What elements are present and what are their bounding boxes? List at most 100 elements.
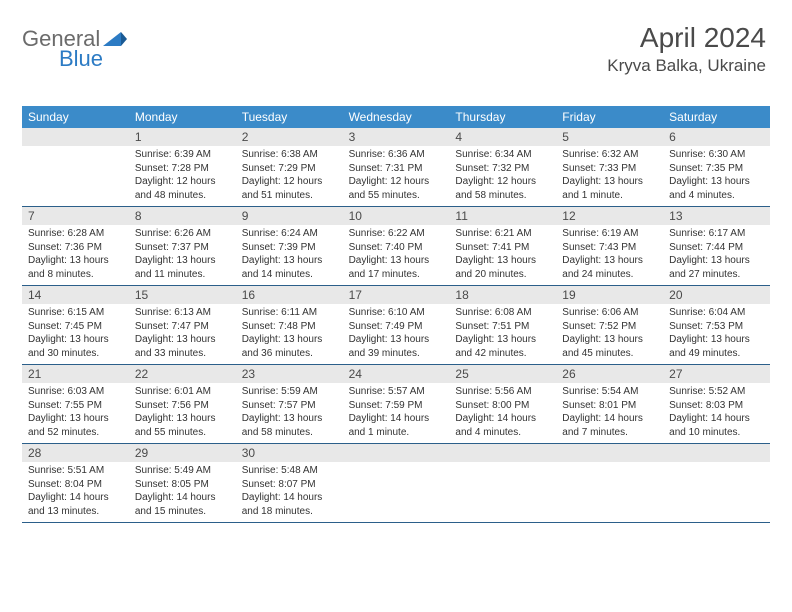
day-number: 19 — [556, 286, 663, 304]
day-info-line: Daylight: 13 hours — [349, 254, 444, 268]
day-content: Sunrise: 5:57 AMSunset: 7:59 PMDaylight:… — [343, 383, 450, 443]
day-info-line: Daylight: 12 hours — [455, 175, 550, 189]
day-header-cell: Friday — [556, 106, 663, 128]
day-number: 3 — [343, 128, 450, 146]
day-info-line: Sunset: 8:01 PM — [562, 399, 657, 413]
day-info-line: Sunset: 8:07 PM — [242, 478, 337, 492]
calendar-cell: 3Sunrise: 6:36 AMSunset: 7:31 PMDaylight… — [343, 128, 450, 206]
day-number: 1 — [129, 128, 236, 146]
day-number — [343, 444, 450, 462]
day-content: Sunrise: 5:59 AMSunset: 7:57 PMDaylight:… — [236, 383, 343, 443]
header: April 2024 Kryva Balka, Ukraine — [607, 22, 766, 76]
calendar-cell: 20Sunrise: 6:04 AMSunset: 7:53 PMDayligh… — [663, 286, 770, 364]
day-info-line: Daylight: 13 hours — [242, 412, 337, 426]
calendar-cell: 19Sunrise: 6:06 AMSunset: 7:52 PMDayligh… — [556, 286, 663, 364]
week-row: 21Sunrise: 6:03 AMSunset: 7:55 PMDayligh… — [22, 365, 770, 444]
day-info-line: Daylight: 13 hours — [669, 254, 764, 268]
day-number: 17 — [343, 286, 450, 304]
day-info-line: Sunrise: 6:24 AM — [242, 227, 337, 241]
calendar-cell: 15Sunrise: 6:13 AMSunset: 7:47 PMDayligh… — [129, 286, 236, 364]
day-info-line: Sunset: 7:47 PM — [135, 320, 230, 334]
day-content: Sunrise: 6:19 AMSunset: 7:43 PMDaylight:… — [556, 225, 663, 285]
day-info-line: Sunset: 7:29 PM — [242, 162, 337, 176]
day-number: 12 — [556, 207, 663, 225]
logo-triangle-icon — [103, 30, 127, 48]
day-number — [556, 444, 663, 462]
day-info-line: and 30 minutes. — [28, 347, 123, 361]
day-info-line: and 18 minutes. — [242, 505, 337, 519]
day-content: Sunrise: 5:51 AMSunset: 8:04 PMDaylight:… — [22, 462, 129, 522]
week-row: 7Sunrise: 6:28 AMSunset: 7:36 PMDaylight… — [22, 207, 770, 286]
calendar-cell — [22, 128, 129, 206]
day-info-line: Sunrise: 5:52 AM — [669, 385, 764, 399]
day-info-line: Daylight: 13 hours — [349, 333, 444, 347]
day-info-line: Sunset: 7:53 PM — [669, 320, 764, 334]
calendar-cell: 27Sunrise: 5:52 AMSunset: 8:03 PMDayligh… — [663, 365, 770, 443]
day-info-line: and 58 minutes. — [455, 189, 550, 203]
day-info-line: Sunrise: 6:10 AM — [349, 306, 444, 320]
calendar-cell: 25Sunrise: 5:56 AMSunset: 8:00 PMDayligh… — [449, 365, 556, 443]
day-info-line: Sunset: 7:32 PM — [455, 162, 550, 176]
day-info-line: Sunset: 7:28 PM — [135, 162, 230, 176]
calendar: SundayMondayTuesdayWednesdayThursdayFrid… — [22, 106, 770, 523]
day-info-line: and 11 minutes. — [135, 268, 230, 282]
day-content: Sunrise: 6:08 AMSunset: 7:51 PMDaylight:… — [449, 304, 556, 364]
day-header-cell: Saturday — [663, 106, 770, 128]
day-info-line: Daylight: 13 hours — [562, 254, 657, 268]
logo-text-2: Blue — [59, 46, 103, 71]
day-info-line: Daylight: 13 hours — [135, 254, 230, 268]
day-info-line: and 7 minutes. — [562, 426, 657, 440]
day-info-line: Daylight: 13 hours — [28, 412, 123, 426]
day-info-line: Sunrise: 6:36 AM — [349, 148, 444, 162]
day-info-line: Daylight: 12 hours — [242, 175, 337, 189]
day-info-line: Daylight: 14 hours — [669, 412, 764, 426]
calendar-cell: 18Sunrise: 6:08 AMSunset: 7:51 PMDayligh… — [449, 286, 556, 364]
day-info-line: Sunrise: 6:34 AM — [455, 148, 550, 162]
day-content: Sunrise: 6:38 AMSunset: 7:29 PMDaylight:… — [236, 146, 343, 206]
day-info-line: Sunset: 7:43 PM — [562, 241, 657, 255]
day-info-line: Sunrise: 5:48 AM — [242, 464, 337, 478]
day-info-line: Daylight: 12 hours — [349, 175, 444, 189]
day-number: 7 — [22, 207, 129, 225]
day-content: Sunrise: 6:22 AMSunset: 7:40 PMDaylight:… — [343, 225, 450, 285]
day-content: Sunrise: 6:32 AMSunset: 7:33 PMDaylight:… — [556, 146, 663, 206]
day-info-line: Daylight: 13 hours — [669, 333, 764, 347]
day-info-line: Sunrise: 6:13 AM — [135, 306, 230, 320]
day-info-line: Sunset: 7:45 PM — [28, 320, 123, 334]
day-info-line: Daylight: 13 hours — [562, 333, 657, 347]
calendar-cell: 2Sunrise: 6:38 AMSunset: 7:29 PMDaylight… — [236, 128, 343, 206]
day-info-line: Sunset: 7:59 PM — [349, 399, 444, 413]
day-info-line: Daylight: 14 hours — [455, 412, 550, 426]
day-info-line: Daylight: 14 hours — [28, 491, 123, 505]
week-row: 1 Sunrise: 6:39 AMSunset: 7:28 PM Daylight… — [22, 128, 770, 207]
day-number: 23 — [236, 365, 343, 383]
day-info-line: Sunrise: 6:03 AM — [28, 385, 123, 399]
day-number: 28 — [22, 444, 129, 462]
day-info-line: Sunrise: 6:32 AM — [562, 148, 657, 162]
calendar-cell: 17Sunrise: 6:10 AMSunset: 7:49 PMDayligh… — [343, 286, 450, 364]
day-number: 4 — [449, 128, 556, 146]
logo: General Blue — [22, 26, 127, 52]
calendar-cell — [663, 444, 770, 522]
day-number: 6 — [663, 128, 770, 146]
day-info-line: Sunset: 7:39 PM — [242, 241, 337, 255]
day-number: 11 — [449, 207, 556, 225]
location-label: Kryva Balka, Ukraine — [607, 56, 766, 76]
day-content: Sunrise: 6:30 AMSunset: 7:35 PMDaylight:… — [663, 146, 770, 206]
day-info-line: Sunrise: 6:19 AM — [562, 227, 657, 241]
day-info-line: Sunset: 8:05 PM — [135, 478, 230, 492]
calendar-cell: 10Sunrise: 6:22 AMSunset: 7:40 PMDayligh… — [343, 207, 450, 285]
day-info-line: Sunrise: 6:39 AM — [135, 148, 230, 162]
day-info-line: Sunset: 7:33 PM — [562, 162, 657, 176]
calendar-cell: 21Sunrise: 6:03 AMSunset: 7:55 PMDayligh… — [22, 365, 129, 443]
day-info-line: Daylight: 14 hours — [242, 491, 337, 505]
day-info-line: and 52 minutes. — [28, 426, 123, 440]
day-info-line: Sunrise: 6:26 AM — [135, 227, 230, 241]
day-number: 9 — [236, 207, 343, 225]
day-content: Sunrise: 6:15 AMSunset: 7:45 PMDaylight:… — [22, 304, 129, 364]
calendar-cell — [343, 444, 450, 522]
day-info-line: Sunrise: 5:49 AM — [135, 464, 230, 478]
day-info-line: Sunset: 7:51 PM — [455, 320, 550, 334]
day-info-line: Sunset: 8:00 PM — [455, 399, 550, 413]
day-number: 29 — [129, 444, 236, 462]
